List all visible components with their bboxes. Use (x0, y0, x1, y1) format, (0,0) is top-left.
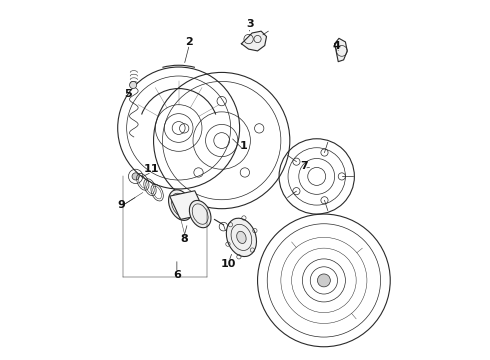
Circle shape (129, 81, 137, 89)
Polygon shape (242, 31, 267, 51)
Ellipse shape (237, 231, 246, 243)
Text: 7: 7 (300, 161, 308, 171)
Polygon shape (335, 39, 347, 62)
Text: 6: 6 (173, 270, 181, 280)
Text: 5: 5 (124, 89, 132, 99)
Text: 3: 3 (246, 19, 254, 29)
Ellipse shape (189, 201, 211, 228)
Ellipse shape (169, 190, 193, 220)
Ellipse shape (226, 218, 256, 257)
Text: 10: 10 (221, 259, 237, 269)
Text: 4: 4 (333, 41, 341, 50)
Text: 9: 9 (117, 200, 125, 210)
Polygon shape (170, 191, 205, 220)
Circle shape (132, 173, 139, 180)
Text: 11: 11 (144, 164, 160, 174)
Text: 8: 8 (180, 234, 188, 244)
Circle shape (318, 274, 330, 287)
Text: 2: 2 (186, 37, 193, 47)
Text: 1: 1 (239, 141, 247, 151)
